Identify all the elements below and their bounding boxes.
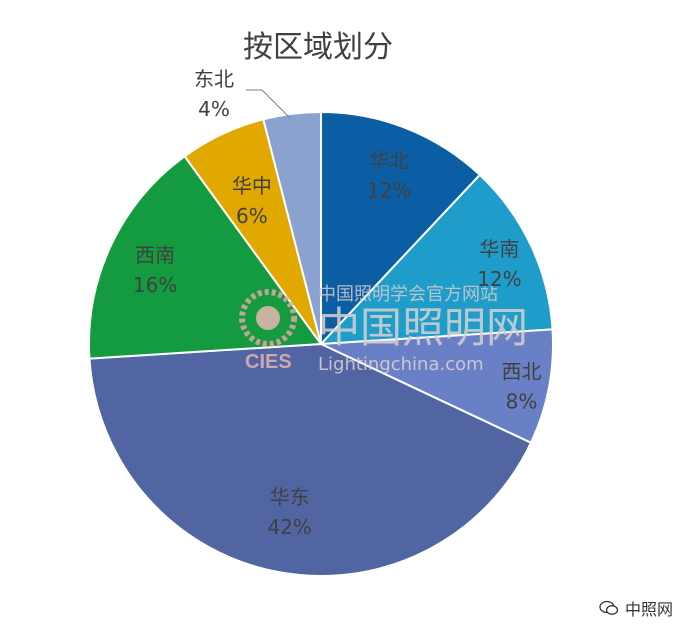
watermark-line1: 中国照明学会官方网站 xyxy=(318,284,498,305)
slice-category-label: 西北 xyxy=(502,359,542,383)
slice-value-label: 4% xyxy=(198,97,230,121)
slice-category-label: 华中 xyxy=(232,174,272,198)
chart-title: 按区域划分 xyxy=(243,30,393,65)
slice-category-label: 东北 xyxy=(194,67,234,91)
leader-line xyxy=(246,89,291,119)
watermark-line2: 中国照明网 xyxy=(318,303,528,352)
pie-slice-4 xyxy=(88,342,533,578)
pie-slice-7 xyxy=(262,110,322,345)
slice-value-label: 16% xyxy=(133,273,177,297)
pie-slice-1 xyxy=(320,110,482,347)
cies-logo-icon xyxy=(239,289,297,347)
wechat-icon xyxy=(599,600,619,616)
brand: 中照网 xyxy=(599,596,673,620)
slice-category-label: 华北 xyxy=(369,148,409,172)
pie-labels: 华北 12% 华南 12% 西北 8% 华东 42% 西南 16% 华中 6% 东北 4% xyxy=(133,67,542,539)
slice-value-label: 12% xyxy=(477,267,521,291)
slice-value-label: 8% xyxy=(506,389,538,413)
slice-value-label: 12% xyxy=(367,178,411,202)
slice-category-label: 西南 xyxy=(135,243,175,267)
watermark: CIES 中国照明学会官方网站 中国照明网 Lightingchina.com xyxy=(239,284,528,375)
watermark-logo-text: CIES xyxy=(245,351,292,373)
watermark-line3: Lightingchina.com xyxy=(318,354,484,375)
slice-category-label: 华东 xyxy=(270,485,310,509)
slice-value-label: 42% xyxy=(267,515,311,539)
slice-category-label: 华南 xyxy=(479,237,519,261)
pie-slice-2 xyxy=(318,173,554,346)
pie-slice-3 xyxy=(320,328,554,445)
brand-label: 中照网 xyxy=(624,600,673,619)
slice-value-label: 6% xyxy=(236,204,268,228)
